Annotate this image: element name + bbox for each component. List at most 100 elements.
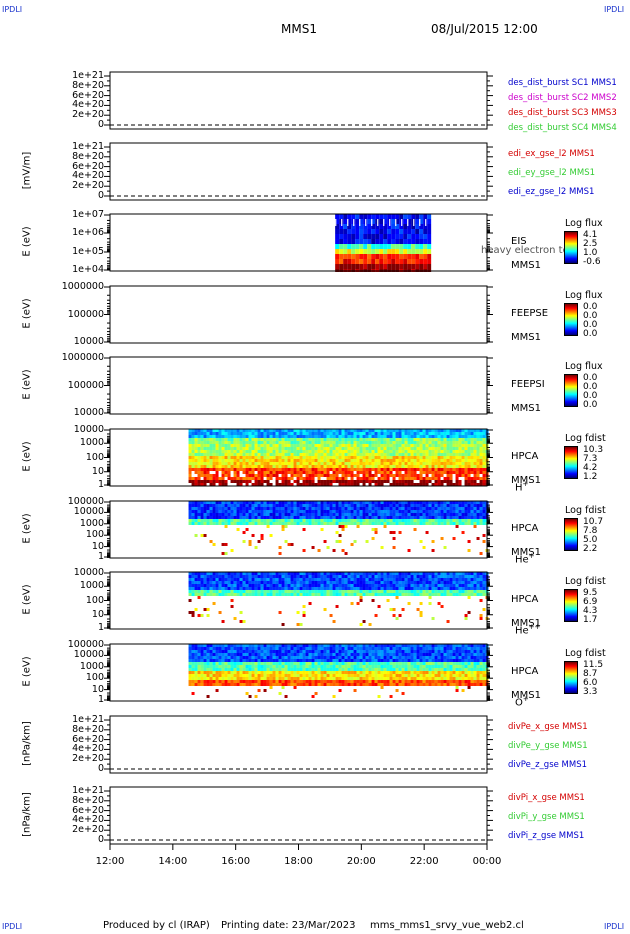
panel-plot — [104, 715, 493, 774]
y-tick-label: 1e+21 — [72, 141, 104, 152]
species-label: He+ — [515, 552, 535, 565]
colorbar-value: 0.0 — [583, 311, 598, 321]
y-tick-label: 2e+20 — [72, 824, 104, 836]
species-label: H+ — [515, 480, 528, 493]
y-tick-label: 6e+20 — [72, 160, 104, 172]
colorbar-value: 1.2 — [583, 472, 598, 482]
y-tick-label: 1 — [97, 622, 104, 633]
species-charge: + — [528, 552, 535, 560]
y-tick-label: 1 — [97, 479, 104, 490]
y-tick-label: 1e+04 — [72, 264, 104, 275]
y-tick-label: 8e+20 — [72, 723, 104, 735]
y-tick-label: 1 — [97, 694, 104, 705]
species-label: He++ — [515, 623, 540, 636]
y-tick-label: 1000 — [79, 580, 104, 592]
colorbar — [564, 374, 578, 407]
species-charge: + — [522, 480, 529, 488]
spacecraft-label: MMS1 — [511, 403, 541, 414]
colorbar — [564, 589, 578, 622]
corner-label-top-left: IPDLI — [2, 5, 23, 14]
y-tick-label: 0 — [97, 190, 104, 201]
colorbar-value: 9.5 — [583, 588, 598, 598]
species-name: He — [515, 625, 529, 637]
heatmap-cells — [188, 501, 489, 555]
colorbar-value: 11.5 — [583, 660, 604, 670]
y-tick-label: 100000 — [67, 639, 104, 650]
panel-y-label: [nPa/km] — [21, 720, 33, 766]
colorbar-value: 1.0 — [583, 248, 598, 258]
colorbar-value: 0.0 — [583, 373, 598, 383]
panel-y-label: E (eV) — [21, 512, 33, 544]
colorbar-value: 0.0 — [583, 302, 598, 312]
colorbar-value: 1.7 — [583, 615, 598, 625]
panel-plot — [104, 142, 493, 201]
colorbar-value: 2.5 — [583, 239, 598, 249]
corner-label-bottom-right: IPDLI — [604, 922, 625, 931]
instrument-label: FEEPSI — [511, 379, 545, 390]
y-tick-label: 1e+21 — [72, 785, 104, 796]
colorbar-value: 10.3 — [583, 445, 604, 455]
panel-y-label: E (eV) — [21, 583, 33, 615]
instrument-label: HPCA — [511, 523, 539, 534]
x-tick-label: 18:00 — [284, 856, 313, 867]
colorbar-value: 6.9 — [583, 597, 598, 607]
colorbar — [564, 303, 578, 336]
panel-y-label: E (eV) — [21, 440, 33, 472]
y-tick-label: 1e+21 — [72, 714, 104, 725]
colorbar — [564, 661, 578, 694]
y-tick-label: 2e+20 — [72, 109, 104, 121]
series-legend: edi_ez_gse_l2 MMS1 — [508, 187, 595, 197]
x-tick-label: 20:00 — [346, 856, 376, 867]
colorbar-value: 0.0 — [583, 320, 598, 330]
y-tick-label: 10 — [91, 540, 104, 552]
colorbar-value: 6.0 — [583, 678, 598, 688]
x-tick-label: 00:00 — [472, 856, 502, 867]
colorbar-value: 0.0 — [583, 329, 598, 339]
colorbar-title: Log flux — [565, 290, 603, 301]
y-tick-label: 10000 — [73, 649, 104, 661]
panel-y-label: E (eV) — [21, 297, 33, 329]
y-tick-label: 10 — [91, 683, 104, 695]
colorbar-value: 5.0 — [583, 535, 598, 545]
footer-script: mms_mms1_srvy_vue_web2.cl — [370, 920, 524, 931]
colorbar-title: Log fdist — [565, 505, 606, 516]
x-tick-label: 12:00 — [95, 856, 125, 867]
y-tick-label: 100000 — [67, 496, 104, 507]
colorbar — [564, 518, 578, 551]
spacecraft-label: MMS1 — [511, 332, 541, 343]
heatmap-cells — [188, 644, 489, 698]
colorbar-value: 7.8 — [583, 526, 598, 536]
panel-y-label: E (eV) — [21, 225, 33, 257]
panel-y-label: [nPa/km] — [21, 791, 33, 837]
series-legend: des_dist_burst SC4 MMS4 — [508, 123, 617, 133]
y-tick-label: 1e+06 — [72, 227, 104, 238]
species-label: O+ — [515, 695, 529, 708]
species-name: H — [515, 482, 523, 494]
colorbar — [564, 231, 578, 264]
series-legend: divPe_x_gse MMS1 — [508, 722, 588, 732]
y-tick-label: 8e+20 — [72, 150, 104, 162]
plot-datetime: 08/Jul/2015 12:00 — [431, 22, 538, 36]
y-tick-label: 0 — [97, 834, 104, 845]
heatmap-cells — [188, 429, 489, 486]
y-tick-label: 1000 — [79, 660, 104, 672]
colorbar — [564, 446, 578, 479]
series-legend: edi_ex_gse_l2 MMS1 — [508, 149, 595, 159]
colorbar-title: Log flux — [565, 361, 603, 372]
colorbar-title: Log fdist — [565, 576, 606, 587]
y-tick-label: 10000 — [73, 567, 104, 578]
colorbar-value: 2.2 — [583, 544, 598, 554]
series-legend: des_dist_burst SC3 MMS3 — [508, 108, 617, 118]
spacecraft-label: MMS1 — [511, 690, 541, 701]
panel-plot — [104, 428, 493, 487]
y-tick-label: 100 — [85, 529, 104, 541]
spacecraft-label: MMS1 — [511, 260, 541, 271]
colorbar-value: -0.6 — [583, 257, 601, 267]
y-tick-label: 6e+20 — [72, 89, 104, 101]
heatmap-cells — [188, 572, 489, 626]
y-tick-label: 8e+20 — [72, 79, 104, 91]
spacecraft-label: MMS1 — [511, 547, 541, 558]
panel-plot — [104, 285, 493, 344]
series-legend: edi_ey_gse_l2 MMS1 — [508, 168, 595, 178]
y-tick-label: 10 — [91, 608, 104, 620]
